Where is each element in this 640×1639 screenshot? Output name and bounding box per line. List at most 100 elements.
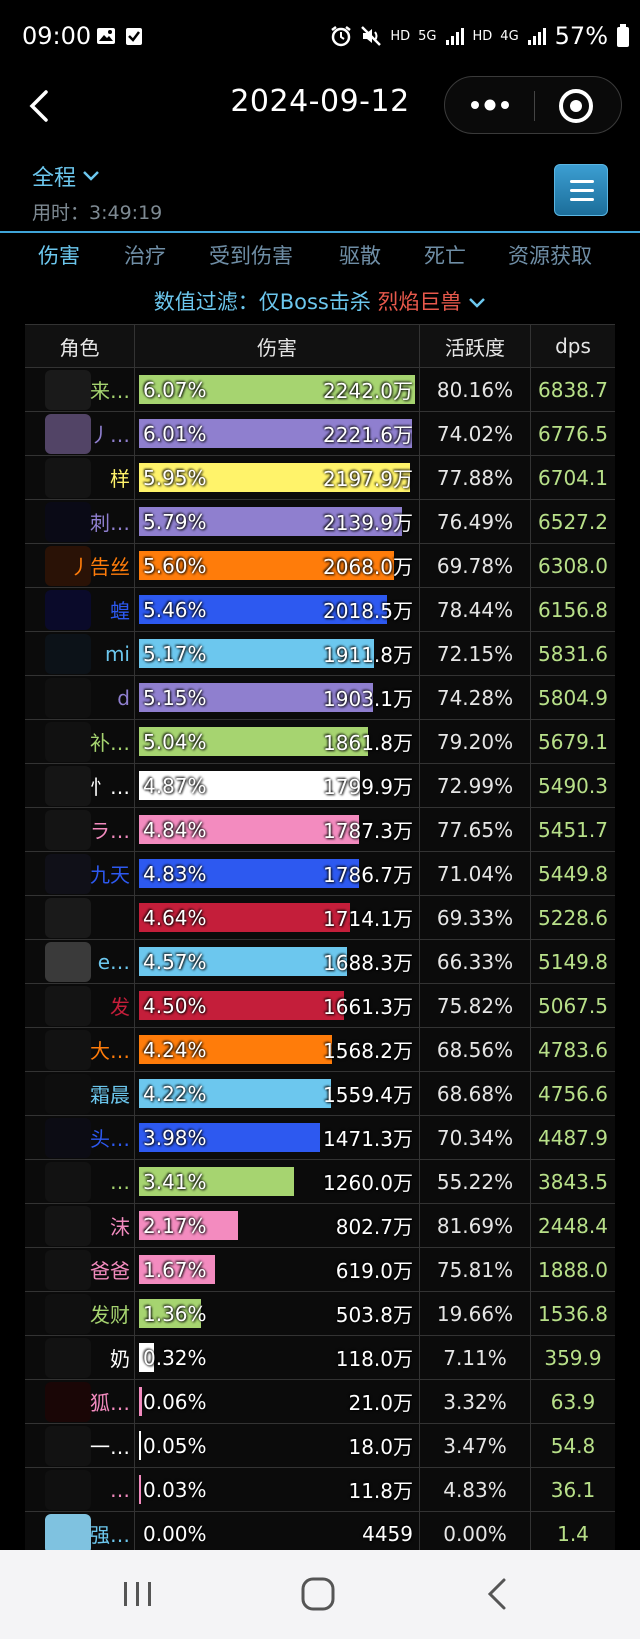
more-icon[interactable]: [469, 95, 511, 115]
table-row[interactable]: 狐… 0.06% 21.0万 3.32% 63.9: [25, 1380, 615, 1424]
table-row[interactable]: 丿告丝 5.60% 2068.0万 69.78% 6308.0: [25, 544, 615, 588]
damage-value: 2139.9万: [323, 511, 413, 535]
player-name-cell: 爸爸: [25, 1248, 135, 1291]
table-row[interactable]: 头… 3.98% 1471.3万 70.34% 4487.9: [25, 1116, 615, 1160]
tab-dispel[interactable]: 驱散: [339, 244, 381, 268]
dps-cell: 1536.8: [538, 1301, 608, 1326]
table-row[interactable]: e… 4.57% 1688.3万 66.33% 5149.8: [25, 940, 615, 984]
table-row[interactable]: … 0.03% 11.8万 4.83% 36.1: [25, 1468, 615, 1512]
player-name: mi: [104, 641, 130, 666]
player-name: 强…: [90, 1523, 130, 1547]
table-row[interactable]: 4.64% 1714.1万 69.33% 5228.6: [25, 896, 615, 940]
table-row[interactable]: 奶 0.32% 118.0万 7.11% 359.9: [25, 1336, 615, 1380]
damage-cell: 3.41% 1260.0万: [135, 1160, 420, 1203]
header-divider: [0, 231, 640, 233]
activity-cell: 79.20%: [420, 720, 531, 763]
dps-cell: 6527.2: [538, 509, 608, 534]
damage-table: 角色 伤害 活跃度 dps 来… 6.07% 2242.0万 80.16% 6838.7…: [25, 324, 615, 1556]
header-name[interactable]: 角色: [25, 325, 135, 367]
table-row[interactable]: mi 5.17% 1911.8万 72.15% 5831.6: [25, 632, 615, 676]
table-row[interactable]: 沫 2.17% 802.7万 81.69% 2448.4: [25, 1204, 615, 1248]
damage-percent: 3.41%: [143, 1169, 207, 1194]
back-icon[interactable]: [24, 86, 54, 126]
player-avatar: [45, 1030, 91, 1070]
table-row[interactable]: 丿… 6.01% 2221.6万 74.02% 6776.5: [25, 412, 615, 456]
damage-cell: 3.98% 1471.3万: [135, 1116, 420, 1159]
tab-deaths[interactable]: 死亡: [424, 244, 466, 268]
table-row[interactable]: 发 4.50% 1661.3万 75.82% 5067.5: [25, 984, 615, 1028]
activity-cell: 80.16%: [420, 368, 531, 411]
dps-cell: 4487.9: [538, 1125, 608, 1150]
tab-damage-taken[interactable]: 受到伤害: [209, 244, 293, 268]
filter-row[interactable]: 数值过滤：仅Boss击杀 烈焰巨兽: [0, 286, 640, 316]
table-row[interactable]: 刺… 5.79% 2139.9万 76.49% 6527.2: [25, 500, 615, 544]
header-activity[interactable]: 活跃度: [420, 325, 531, 367]
player-name-cell: 狐…: [25, 1380, 135, 1423]
player-name-cell: 来…: [25, 368, 135, 411]
tab-damage[interactable]: 伤害: [38, 244, 80, 268]
header-damage[interactable]: 伤害: [135, 325, 420, 367]
table-row[interactable]: 大… 4.24% 1568.2万 68.56% 4783.6: [25, 1028, 615, 1072]
damage-value: 2068.0万: [323, 555, 413, 579]
table-row[interactable]: 忄… 4.87% 1799.9万 72.99% 5490.3: [25, 764, 615, 808]
player-name: 忄…: [90, 775, 130, 799]
recent-apps-icon[interactable]: [116, 1572, 160, 1616]
activity-cell: 74.28%: [420, 676, 531, 719]
table-row[interactable]: … 3.41% 1260.0万 55.22% 3843.5: [25, 1160, 615, 1204]
damage-percent: 4.50%: [143, 993, 207, 1018]
activity-cell: 4.83%: [420, 1468, 531, 1511]
damage-cell: 5.79% 2139.9万: [135, 500, 420, 543]
damage-bar: [139, 639, 374, 668]
table-row[interactable]: 一… 0.05% 18.0万 3.47% 54.8: [25, 1424, 615, 1468]
activity-cell: 70.34%: [420, 1116, 531, 1159]
table-row[interactable]: 发财 1.36% 503.8万 19.66% 1536.8: [25, 1292, 615, 1336]
damage-percent: 1.36%: [143, 1301, 207, 1326]
damage-cell: 6.07% 2242.0万: [135, 368, 420, 411]
table-row[interactable]: 补… 5.04% 1861.8万 79.20% 5679.1: [25, 720, 615, 764]
damage-cell: 4.22% 1559.4万: [135, 1072, 420, 1115]
player-name: 大…: [90, 1039, 130, 1063]
table-row[interactable]: 九天 4.83% 1786.7万 71.04% 5449.8: [25, 852, 615, 896]
header-dps[interactable]: dps: [555, 334, 591, 358]
tab-healing[interactable]: 治疗: [124, 244, 166, 268]
damage-value: 1260.0万: [323, 1171, 413, 1195]
home-icon[interactable]: [296, 1572, 340, 1616]
damage-bar: [139, 1035, 332, 1064]
damage-cell: 5.15% 1903.1万: [135, 676, 420, 719]
back-nav-icon[interactable]: [476, 1572, 520, 1616]
player-name-cell: …: [25, 1468, 135, 1511]
player-name-cell: 发: [25, 984, 135, 1027]
table-row[interactable]: 来… 6.07% 2242.0万 80.16% 6838.7: [25, 368, 615, 412]
damage-cell: 1.36% 503.8万: [135, 1292, 420, 1335]
table-row[interactable]: 霜晨 4.22% 1559.4万 68.68% 4756.6: [25, 1072, 615, 1116]
damage-percent: 5.60%: [143, 553, 207, 578]
activity-cell: 78.44%: [420, 588, 531, 631]
activity-cell: 3.47%: [420, 1424, 531, 1467]
table-row[interactable]: ラ… 4.84% 1787.3万 77.65% 5451.7: [25, 808, 615, 852]
damage-percent: 5.95%: [143, 465, 207, 490]
damage-value: 1559.4万: [323, 1083, 413, 1107]
table-row[interactable]: d 5.15% 1903.1万 74.28% 5804.9: [25, 676, 615, 720]
damage-percent: 5.17%: [143, 641, 207, 666]
table-row[interactable]: 强… 0.00% 4459 0.00% 1.4: [25, 1512, 615, 1556]
network-label-5g: 5G: [418, 28, 437, 44]
phase-select[interactable]: 全程: [32, 160, 100, 192]
activity-cell: 19.66%: [420, 1292, 531, 1335]
damage-cell: 0.03% 11.8万: [135, 1468, 420, 1511]
dps-cell: 36.1: [550, 1477, 596, 1502]
gallery-icon: [97, 28, 115, 44]
table-row[interactable]: 爸爸 1.67% 619.0万 75.81% 1888.0: [25, 1248, 615, 1292]
mute-icon: [361, 26, 382, 46]
close-target-icon[interactable]: [557, 87, 595, 125]
tab-resources[interactable]: 资源获取: [508, 244, 592, 268]
damage-value: 503.8万: [335, 1303, 413, 1327]
menu-button[interactable]: [554, 164, 608, 216]
damage-value: 1471.3万: [323, 1127, 413, 1151]
activity-cell: 74.02%: [420, 412, 531, 455]
table-row[interactable]: 样 5.95% 2197.9万 77.88% 6704.1: [25, 456, 615, 500]
activity-cell: 72.99%: [420, 764, 531, 807]
activity-cell: 77.88%: [420, 456, 531, 499]
table-row[interactable]: 蝗 5.46% 2018.5万 78.44% 6156.8: [25, 588, 615, 632]
dps-cell: 5451.7: [538, 817, 608, 842]
activity-cell: 69.33%: [420, 896, 531, 939]
